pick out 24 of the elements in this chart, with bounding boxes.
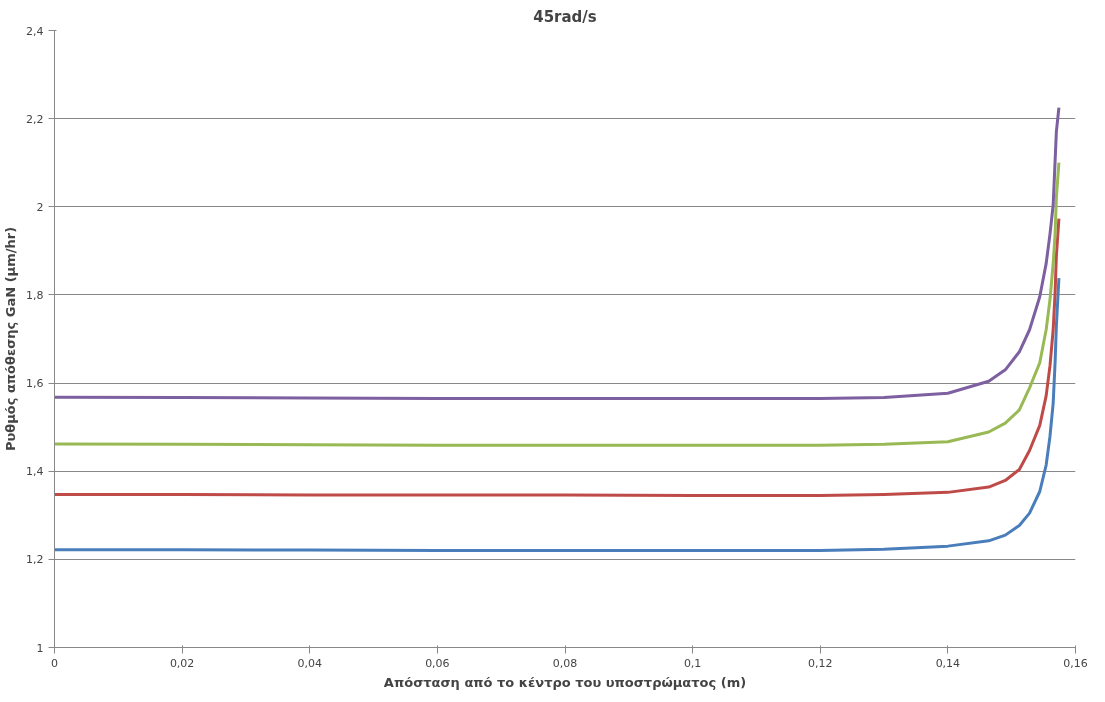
x-tick-label: 0,02 <box>169 656 195 670</box>
x-tick-label: 0,04 <box>297 656 322 670</box>
y-tick-label: 1,8 <box>26 288 44 302</box>
x-tick-label: 0,12 <box>808 656 833 670</box>
chart-title: 45rad/s <box>533 7 597 26</box>
y-tick-label: 2 <box>36 200 44 214</box>
y-tick-label: 2,2 <box>26 112 44 126</box>
y-tick-label: 1,2 <box>26 553 44 567</box>
x-tick-label: 0,16 <box>1063 656 1088 670</box>
x-tick-label: 0,1 <box>683 656 702 670</box>
y-tick-label: 1 <box>36 641 44 655</box>
x-tick-label: 0,06 <box>425 656 450 670</box>
line-series <box>54 217 1061 497</box>
line-series <box>54 161 1061 447</box>
y-tick-label: 1,6 <box>26 377 44 391</box>
x-tick-label: 0 <box>51 656 58 670</box>
x-tick-label: 0,08 <box>552 656 578 670</box>
x-axis-title: Απόσταση από το κέντρο του υποστρώματος (m) <box>383 674 747 690</box>
x-tick-label: 0,14 <box>935 656 961 670</box>
y-axis-title: Ρυθμός απόθεσης GaN (μm/hr) <box>3 226 19 452</box>
y-tick-label: 1,4 <box>26 465 44 479</box>
line-series <box>54 106 1061 400</box>
line-series <box>54 276 1061 553</box>
y-tick-label: 2,4 <box>26 24 44 38</box>
